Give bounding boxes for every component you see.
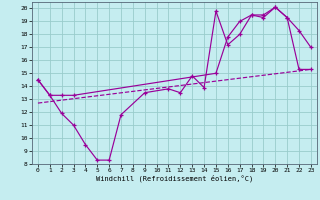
X-axis label: Windchill (Refroidissement éolien,°C): Windchill (Refroidissement éolien,°C) [96, 175, 253, 182]
